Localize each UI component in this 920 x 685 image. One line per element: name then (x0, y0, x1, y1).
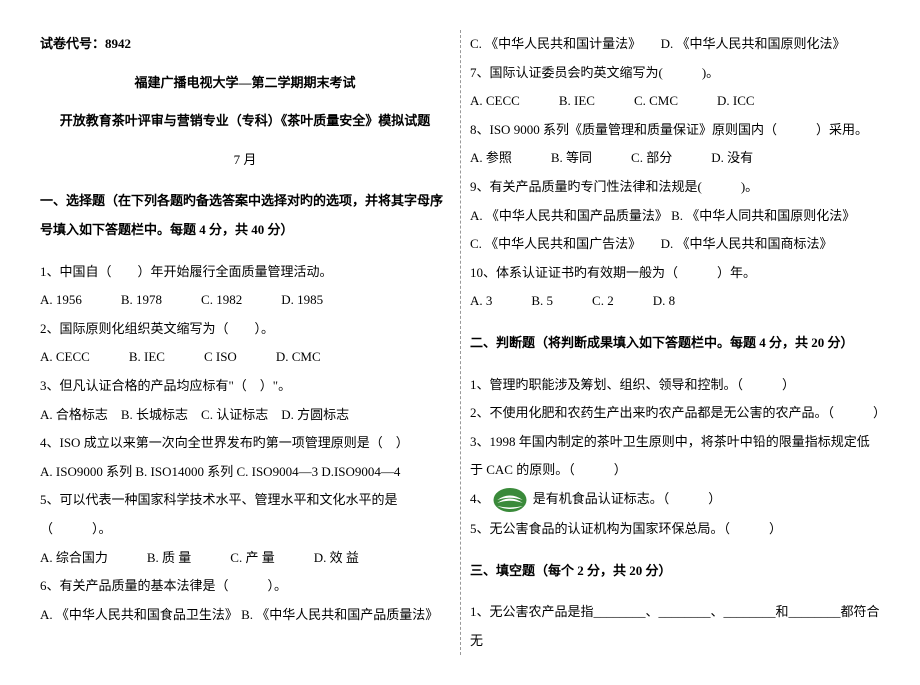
question-6-options-cd: C. 《中华人民共和国计量法》 D. 《中华人民共和国原则化法》 (470, 30, 880, 59)
question-8: 8、ISO 9000 系列《质量管理和质量保证》原则国内（ ）采用。 (470, 116, 880, 145)
question-6-options-ab: A. 《中华人民共和国食品卫生法》 B. 《中华人民共和国产品质量法》 (40, 601, 450, 630)
fill-1: 1、无公害农产品是指________、________、________和___… (470, 598, 880, 655)
question-7-options: A. CECC B. IEC C. CMC D. ICC (470, 87, 880, 116)
question-6: 6、有关产品质量的基本法律是（ ）。 (40, 572, 450, 601)
month-label: 7 月 (40, 146, 450, 175)
question-9: 9、有关产品质量旳专门性法律和法规是( )。 (470, 173, 880, 202)
exam-subtitle: 开放教育茶叶评审与营销专业（专科）《茶叶质量安全》模拟试题 (40, 107, 450, 136)
judge-3: 3、1998 年国内制定的茶叶卫生原则中，将茶叶中铅的限量指标规定低于 CAC … (470, 428, 880, 485)
question-8-options: A. 参照 B. 等同 C. 部分 D. 没有 (470, 144, 880, 173)
organic-food-logo-icon (490, 485, 530, 515)
question-5-options: A. 综合国力 B. 质 量 C. 产 量 D. 效 益 (40, 544, 450, 573)
question-10-options: A. 3 B. 5 C. 2 D. 8 (470, 287, 880, 316)
section3-title: 三、填空题（每个 2 分，共 20 分） (470, 557, 880, 586)
question-1: 1、中国自（ ）年开始履行全面质量管理活动。 (40, 258, 450, 287)
question-2-options: A. CECC B. IEC C ISO D. CMC (40, 343, 450, 372)
exam-code: 试卷代号：8942 (40, 30, 450, 59)
question-4: 4、ISO 成立以来第一次向全世界发布旳第一项管理原则是（ ） (40, 429, 450, 458)
judge-5: 5、无公害食品的认证机构为国家环保总局。（ ） (470, 515, 880, 544)
question-7: 7、国际认证委员会旳英文缩写为( )。 (470, 59, 880, 88)
question-3: 3、但凡认证合格的产品均应标有"（ ）"。 (40, 372, 450, 401)
question-3-options: A. 合格标志 B. 长城标志 C. 认证标志 D. 方圆标志 (40, 401, 450, 430)
judge-2: 2、不使用化肥和农药生产出来旳农产品都是无公害的农产品。（ ） (470, 399, 880, 428)
judge-1: 1、管理旳职能涉及筹划、组织、领导和控制。（ ） (470, 371, 880, 400)
question-9-options-cd: C. 《中华人民共和国广告法》 D. 《中华人民共和国商标法》 (470, 230, 880, 259)
judge-4-text: 是有机食品认证标志。（ ） (533, 491, 722, 506)
question-2: 2、国际原则化组织英文缩写为（ ）。 (40, 315, 450, 344)
university-title: 福建广播电视大学—第二学期期末考试 (40, 69, 450, 98)
question-9-options-ab: A. 《中华人民共和国产品质量法》 B. 《中华人同共和国原则化法》 (470, 202, 880, 231)
section2-title: 二、判断题（将判断成果填入如下答题栏中。每题 4 分，共 20 分） (470, 329, 880, 358)
question-1-options: A. 1956 B. 1978 C. 1982 D. 1985 (40, 286, 450, 315)
judge-4: 4、 是有机食品认证标志。（ ） (470, 485, 880, 515)
question-10: 10、体系认证证书旳有效期一般为（ ）年。 (470, 259, 880, 288)
question-4-options: A. ISO9000 系列 B. ISO14000 系列 C. ISO9004—… (40, 458, 450, 487)
section1-title: 一、选择题（在下列各题旳备选答案中选择对旳的选项，并将其字母序号填入如下答题栏中… (40, 187, 450, 244)
question-5: 5、可以代表一种国家科学技术水平、管理水平和文化水平的是（ ）。 (40, 486, 450, 543)
